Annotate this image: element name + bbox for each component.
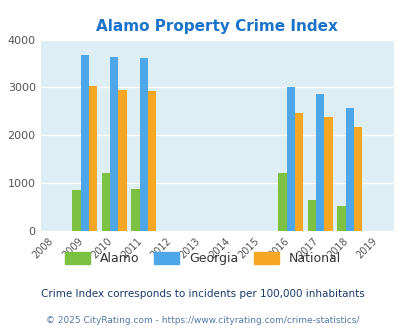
Bar [110, 57, 118, 231]
Bar [353, 127, 361, 231]
Bar [147, 91, 156, 231]
Bar [102, 173, 110, 231]
Legend: Alamo, Georgia, National: Alamo, Georgia, National [60, 247, 345, 270]
Title: Alamo Property Crime Index: Alamo Property Crime Index [96, 19, 337, 34]
Bar [131, 189, 139, 231]
Text: Crime Index corresponds to incidents per 100,000 inhabitants: Crime Index corresponds to incidents per… [41, 289, 364, 299]
Bar [89, 85, 97, 231]
Bar [81, 55, 89, 231]
Bar [324, 117, 332, 231]
Bar [337, 206, 345, 231]
Bar [139, 58, 147, 231]
Bar [72, 190, 81, 231]
Bar [286, 87, 294, 231]
Text: © 2025 CityRating.com - https://www.cityrating.com/crime-statistics/: © 2025 CityRating.com - https://www.city… [46, 315, 359, 325]
Bar [345, 108, 353, 231]
Bar [294, 113, 303, 231]
Bar [307, 200, 315, 231]
Bar [315, 94, 324, 231]
Bar [118, 90, 126, 231]
Bar [278, 173, 286, 231]
